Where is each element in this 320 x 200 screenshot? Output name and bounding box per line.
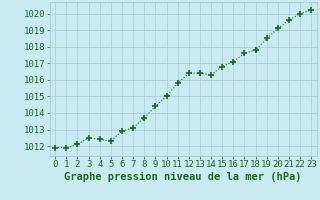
- X-axis label: Graphe pression niveau de la mer (hPa): Graphe pression niveau de la mer (hPa): [64, 172, 302, 182]
